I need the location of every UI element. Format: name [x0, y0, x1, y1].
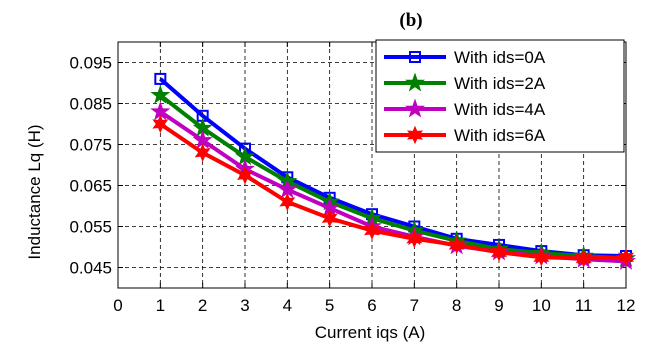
- x-tick-label: 7: [410, 296, 419, 315]
- x-axis: 0 1 2 3 4 5 6 7 8 9 10 11 12: [113, 42, 635, 315]
- legend-entry: With ids=4A: [384, 98, 546, 119]
- legend-label: With ids=6A: [454, 126, 546, 145]
- series-layer: [150, 72, 637, 270]
- data-point: [617, 248, 635, 267]
- legend-marker: [406, 125, 424, 145]
- legend-entry: With ids=6A: [384, 125, 546, 145]
- data-point: [363, 221, 381, 240]
- panel-label: (b): [399, 10, 422, 31]
- data-point: [575, 249, 592, 268]
- data-point: [533, 248, 550, 267]
- y-tick-label: 0.055: [69, 218, 112, 237]
- x-tick-label: 8: [452, 296, 461, 315]
- x-tick-label: 11: [575, 296, 593, 315]
- legend-label: With ids=2A: [454, 74, 546, 93]
- x-tick-label: 10: [532, 296, 551, 315]
- legend-label: With ids=0A: [454, 48, 546, 67]
- x-tick-label: 9: [494, 296, 503, 315]
- legend-entry: With ids=0A: [384, 48, 546, 67]
- data-point: [406, 229, 423, 249]
- data-point: [490, 243, 508, 262]
- data-point: [152, 114, 169, 134]
- data-point: [194, 143, 211, 162]
- y-tick-label: 0.065: [69, 177, 112, 196]
- series-3: [152, 114, 635, 268]
- x-tick-label: 3: [240, 296, 249, 315]
- y-tick-label: 0.085: [69, 95, 112, 114]
- y-tick-label: 0.045: [69, 259, 112, 278]
- x-tick-label: 5: [325, 296, 334, 315]
- data-point: [154, 72, 167, 85]
- legend-marker: [404, 98, 426, 118]
- y-tick-label: 0.075: [69, 136, 112, 155]
- data-point: [236, 166, 254, 185]
- y-axis: 0.045 0.055 0.065 0.075 0.085 0.095: [69, 54, 626, 278]
- x-axis-title: Current iqs (A): [315, 323, 426, 342]
- legend-label: With ids=4A: [454, 100, 546, 119]
- data-point: [150, 84, 171, 104]
- y-tick-label: 0.095: [69, 54, 112, 73]
- x-tick-label: 1: [156, 296, 165, 315]
- x-tick-label: 2: [198, 296, 207, 315]
- x-tick-label: 0: [113, 296, 122, 315]
- legend: With ids=0A With ids=2A With ids=4A With id…: [375, 39, 625, 153]
- data-point: [321, 209, 338, 228]
- x-tick-label: 12: [617, 296, 636, 315]
- data-point: [279, 192, 296, 212]
- data-point: [448, 235, 465, 255]
- legend-marker: [404, 72, 426, 92]
- x-tick-label: 4: [283, 296, 292, 315]
- x-tick-label: 6: [367, 296, 376, 315]
- legend-marker: [409, 51, 421, 63]
- legend-entry: With ids=2A: [384, 72, 546, 93]
- y-axis-title: Inductance Lq (H): [25, 124, 44, 259]
